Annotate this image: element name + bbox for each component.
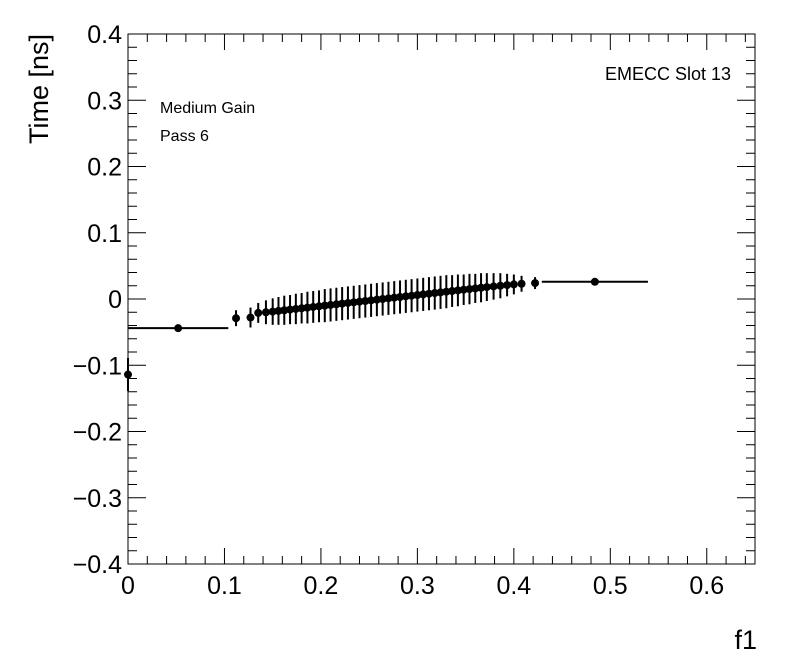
data-point bbox=[261, 308, 270, 317]
data-point bbox=[274, 306, 283, 315]
data-point bbox=[401, 292, 410, 301]
annotation-gain: Medium Gain bbox=[160, 100, 255, 117]
data-point bbox=[496, 281, 505, 290]
data-point bbox=[355, 297, 364, 306]
x-tick-label: 0.1 bbox=[207, 572, 242, 600]
data-point bbox=[477, 283, 486, 292]
y-tick-label: −0.3 bbox=[73, 485, 122, 513]
data-point bbox=[378, 295, 387, 303]
data-point bbox=[448, 287, 457, 296]
annotation-slot: EMECC Slot 13 bbox=[605, 64, 731, 84]
data-point bbox=[459, 285, 468, 294]
data-point bbox=[338, 299, 347, 308]
data-point bbox=[280, 306, 289, 315]
data-point bbox=[367, 296, 376, 305]
data-point bbox=[436, 288, 445, 297]
data-point bbox=[124, 370, 132, 379]
data-point bbox=[503, 281, 512, 290]
data-point bbox=[291, 304, 300, 313]
y-tick-label: −0.2 bbox=[73, 419, 122, 447]
x-tick-label: 0.5 bbox=[593, 572, 628, 600]
y-tick-label: 0 bbox=[108, 286, 122, 314]
data-point bbox=[471, 284, 480, 293]
data-point bbox=[384, 294, 393, 303]
data-point bbox=[343, 298, 352, 307]
data-point bbox=[303, 303, 312, 312]
x-tick-label: 0.2 bbox=[304, 572, 339, 600]
data-point bbox=[332, 300, 341, 309]
data-point bbox=[489, 282, 498, 291]
data-point bbox=[174, 324, 183, 333]
data-point bbox=[396, 293, 405, 302]
data-point bbox=[509, 280, 518, 289]
data-point bbox=[442, 287, 451, 296]
data-point bbox=[465, 285, 474, 294]
data-point bbox=[390, 293, 399, 302]
x-tick-label: 0 bbox=[121, 572, 135, 600]
data-point bbox=[517, 279, 526, 288]
data-point bbox=[407, 291, 416, 300]
y-tick-label: −0.4 bbox=[73, 551, 122, 579]
data-point bbox=[314, 302, 323, 311]
data-point bbox=[419, 290, 428, 299]
data-point bbox=[326, 300, 335, 309]
data-point bbox=[453, 286, 462, 295]
y-tick-label: 0.2 bbox=[87, 154, 122, 182]
data-point bbox=[254, 308, 263, 317]
y-tick-label: −0.1 bbox=[73, 352, 122, 380]
data-point bbox=[372, 295, 381, 304]
data-point bbox=[320, 301, 329, 310]
y-tick-label: 0.1 bbox=[87, 220, 122, 248]
axis-ticks bbox=[127, 33, 755, 565]
data-point bbox=[361, 296, 370, 305]
x-axis-title: f1 bbox=[734, 625, 757, 655]
data-point bbox=[482, 283, 491, 292]
data-point bbox=[413, 291, 422, 300]
y-tick-label: 0.4 bbox=[87, 21, 122, 49]
annotation-pass: Pass 6 bbox=[160, 128, 209, 145]
x-tick-label: 0.6 bbox=[689, 572, 724, 600]
x-tick-label: 0.3 bbox=[400, 572, 435, 600]
data-point bbox=[246, 313, 255, 322]
data-point bbox=[297, 304, 306, 313]
data-point bbox=[531, 279, 540, 288]
data-point bbox=[309, 302, 318, 311]
data-point bbox=[349, 298, 358, 307]
data-points bbox=[124, 273, 648, 392]
data-point bbox=[430, 289, 439, 298]
y-tick-label: 0.3 bbox=[87, 87, 122, 115]
data-point bbox=[424, 289, 433, 298]
axis-tick-labels: 0 0.1 0.2 0.3 0.4 0.5 0.6 −0.4 −0.3 −0.2 −0.1 0 0.1 0… bbox=[73, 21, 725, 600]
y-axis-title: Time [ns] bbox=[24, 34, 54, 144]
data-point bbox=[590, 277, 599, 286]
data-point bbox=[232, 314, 241, 323]
data-point bbox=[268, 307, 277, 316]
x-tick-label: 0.4 bbox=[496, 572, 531, 600]
data-point bbox=[286, 305, 295, 314]
